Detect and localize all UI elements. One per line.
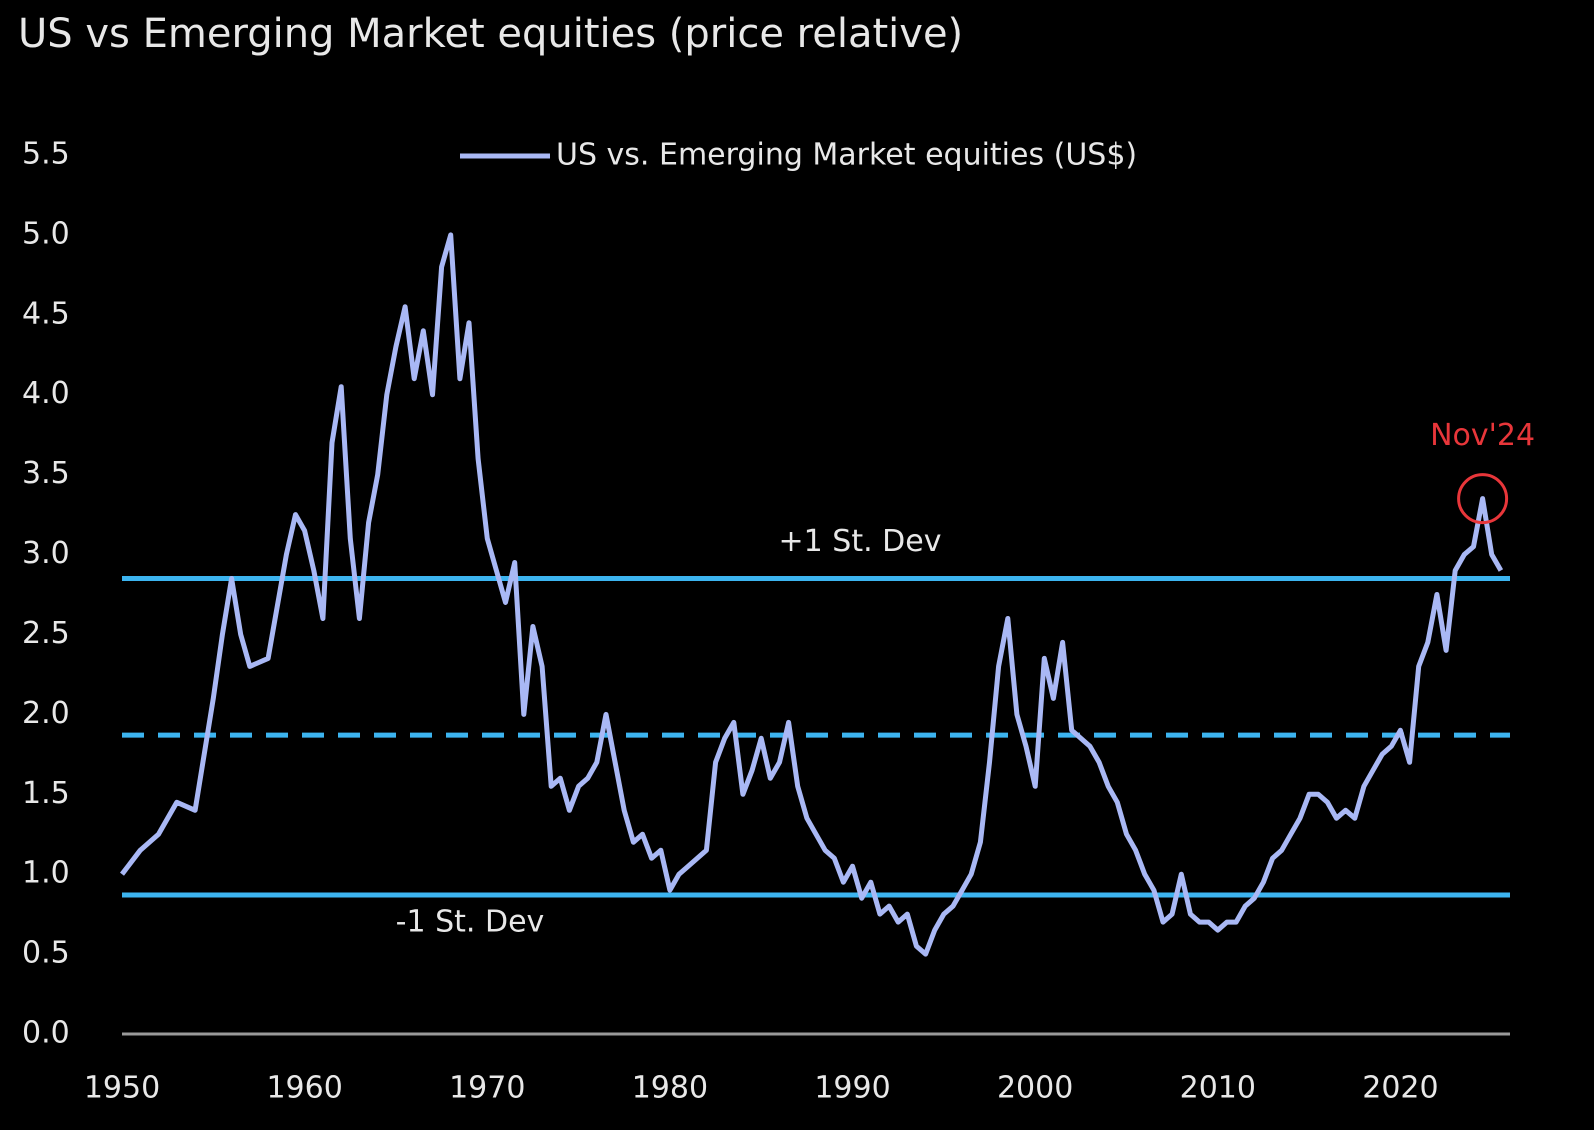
x-tick-label: 1960 — [266, 1071, 342, 1106]
y-tick-label: 5.5 — [22, 137, 70, 172]
x-tick-label: 1950 — [84, 1071, 160, 1106]
reference-label: -1 St. Dev — [396, 904, 545, 939]
x-tick-label: 1990 — [814, 1071, 890, 1106]
y-tick-label: 0.5 — [22, 936, 70, 971]
annotation-circle — [1457, 473, 1509, 525]
data-line — [120, 232, 1504, 957]
y-tick-label: 2.0 — [22, 696, 70, 731]
x-tick-label: 2020 — [1362, 1071, 1438, 1106]
legend-label: US vs. Emerging Market equities (US$) — [556, 138, 1137, 173]
reference-label: +1 St. Dev — [779, 524, 942, 559]
y-tick-label: 1.5 — [22, 776, 70, 811]
y-tick-label: 0.0 — [22, 1016, 70, 1051]
y-tick-label: 3.5 — [22, 456, 70, 491]
x-tick-label: 2000 — [997, 1071, 1073, 1106]
y-tick-label: 4.0 — [22, 376, 70, 411]
y-tick-label: 4.5 — [22, 296, 70, 331]
x-tick-label: 2010 — [1180, 1071, 1256, 1106]
annotation-label: Nov'24 — [1430, 418, 1535, 453]
chart-title: US vs Emerging Market equities (price re… — [18, 11, 963, 57]
y-tick-label: 5.0 — [22, 216, 70, 251]
y-tick-label: 3.0 — [22, 536, 70, 571]
y-tick-label: 1.0 — [22, 856, 70, 891]
x-tick-label: 1970 — [449, 1071, 525, 1106]
x-tick-label: 1980 — [632, 1071, 708, 1106]
y-tick-label: 2.5 — [22, 616, 70, 651]
